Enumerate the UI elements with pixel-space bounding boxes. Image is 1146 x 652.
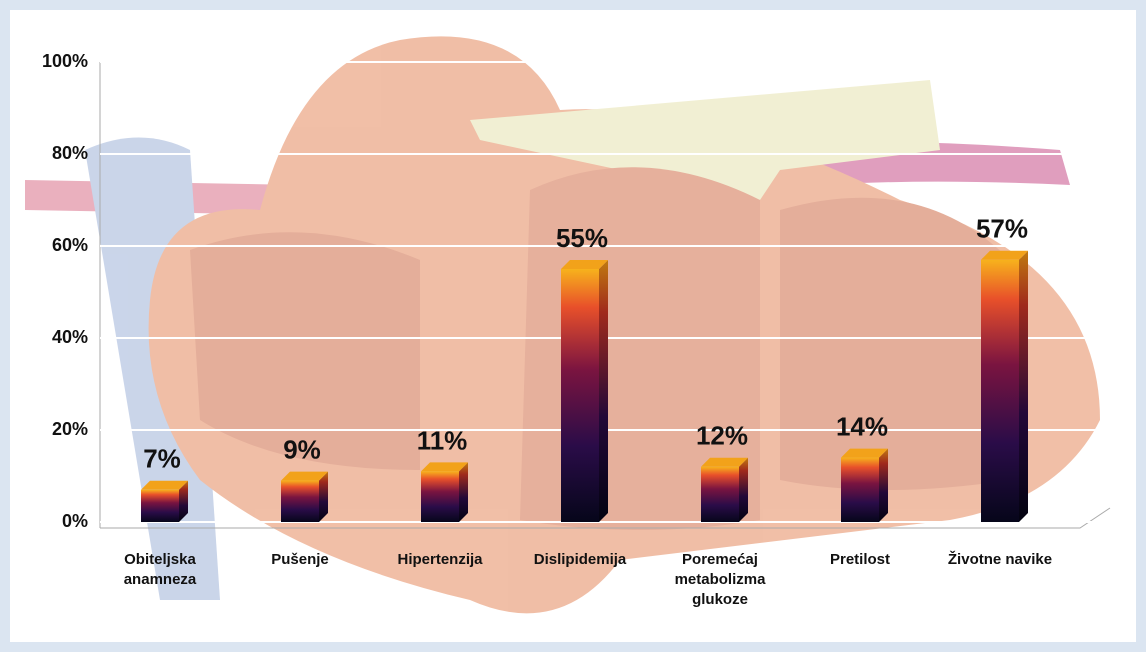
bar-top (421, 462, 468, 472)
bar-side (599, 260, 608, 522)
bar (281, 480, 319, 522)
bar-top (281, 471, 328, 481)
data-label: 11% (417, 425, 468, 455)
bar-top (141, 480, 188, 490)
data-label: 14% (836, 411, 888, 441)
bar-top (841, 448, 888, 458)
data-label: 7% (143, 444, 181, 474)
x-tick-label: Dislipidemija (533, 551, 627, 568)
y-tick-label: 40% (52, 327, 88, 347)
bar-side (459, 462, 468, 522)
data-label: 9% (283, 434, 321, 464)
x-tick-label: Obiteljska anamneza (123, 551, 197, 588)
bar-side (879, 448, 888, 522)
y-tick-label: 100% (42, 51, 88, 71)
y-tick-label: 0% (62, 511, 88, 531)
x-axis (100, 507, 1111, 529)
x-tick-label: Pretilost (829, 551, 890, 568)
bar-top (981, 250, 1028, 260)
x-tick-label: Hipertenzija (397, 551, 483, 568)
x-tick-label: Pušenje (271, 551, 329, 568)
bar-side (739, 457, 748, 522)
y-tick-label: 20% (52, 419, 88, 439)
y-tick-label: 60% (52, 235, 88, 255)
x-tick-label: Životne navike (947, 551, 1053, 568)
bar (561, 269, 599, 522)
data-label: 55% (556, 223, 608, 253)
bar (421, 471, 459, 522)
bar (981, 259, 1019, 522)
bar (701, 466, 739, 522)
bar (841, 457, 879, 522)
bar-side (319, 471, 328, 522)
x-tick-label: Poremećaj metabolizma glukoze (674, 551, 766, 608)
y-tick-label: 80% (52, 143, 88, 163)
bar (141, 489, 179, 522)
bar-top (701, 457, 748, 467)
bar-side (179, 480, 188, 522)
data-label: 57% (976, 214, 1028, 244)
bar-side (1019, 250, 1028, 523)
data-label: 12% (696, 421, 748, 451)
bar-top (561, 260, 608, 269)
